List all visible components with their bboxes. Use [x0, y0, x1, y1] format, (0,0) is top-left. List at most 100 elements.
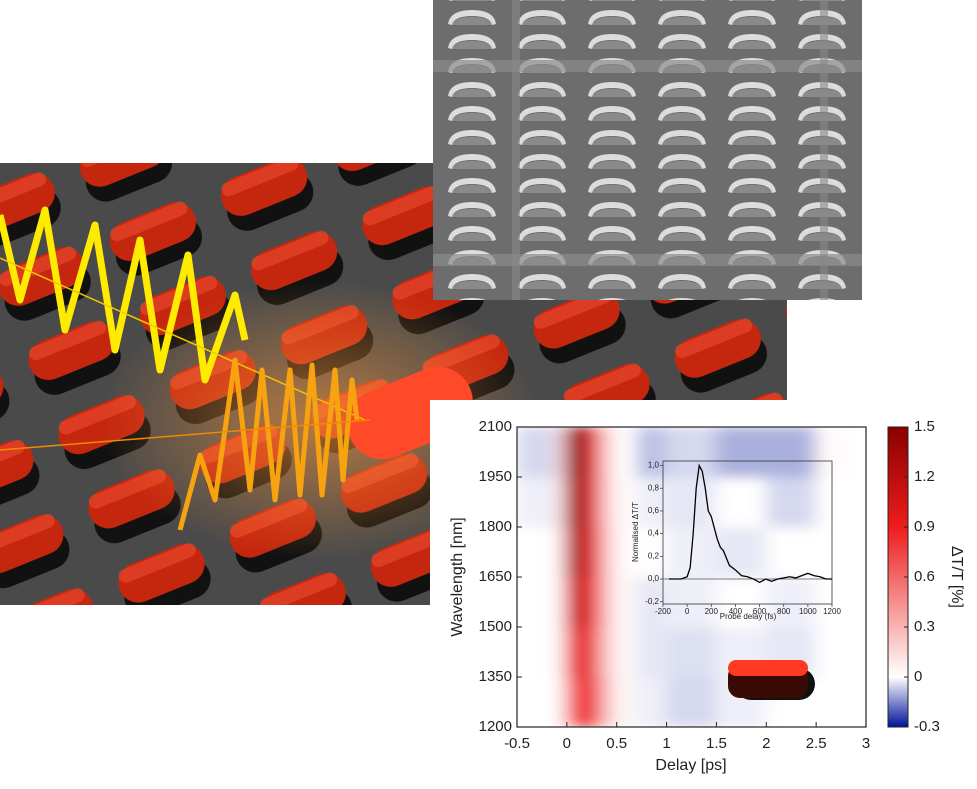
heat-cell: [606, 427, 618, 478]
heat-cell: [616, 676, 638, 727]
inset-y-tick-label: 0,6: [648, 506, 660, 515]
inset-x-tick-label: 1000: [799, 607, 817, 616]
heat-cell: [517, 576, 558, 628]
heat-cell: [586, 626, 598, 678]
y-tick-label: 1500: [479, 618, 512, 635]
heat-cell: [815, 626, 847, 678]
heat-cell: [765, 576, 817, 628]
inset-x-tick-label: 800: [777, 607, 791, 616]
heat-cell: [596, 526, 608, 578]
heat-cell: [636, 476, 668, 528]
heat-cell: [715, 427, 767, 478]
heat-cell: [586, 676, 598, 727]
heat-cell: [666, 576, 717, 628]
y-axis-label: Wavelength [nm]: [449, 517, 466, 636]
heat-cell: [517, 427, 558, 478]
heat-cell: [566, 626, 578, 678]
heat-cell: [616, 526, 638, 578]
heat-cell: [596, 676, 608, 727]
heat-cell: [586, 526, 598, 578]
heat-cell: [616, 626, 638, 678]
inset-x-tick-label: -200: [655, 607, 672, 616]
heat-cell: [517, 676, 558, 727]
inset-x-label: Probe delay (fs): [720, 612, 777, 621]
x-tick-label: 0.5: [606, 735, 627, 752]
heat-cell: [566, 476, 578, 528]
heat-cell: [606, 626, 618, 678]
x-tick-label: 1: [662, 735, 670, 752]
pill-icon: [728, 660, 815, 700]
x-tick-label: 3: [862, 735, 870, 752]
inset-y-tick-label: 0,4: [648, 529, 660, 538]
heat-cell: [576, 476, 588, 528]
heat-cell: [556, 427, 568, 478]
heat-cell: [517, 626, 558, 678]
inset-frame: [662, 460, 833, 605]
y-tick-label: 1200: [479, 718, 512, 735]
axes: -0.5 0 0.5 1 1.5 2 2.5 3 1200 1350 1500 1650 1800 195…: [479, 418, 940, 752]
colorbar-tick-label: -0.3: [914, 718, 940, 735]
heat-cell: [566, 427, 578, 478]
heat-cell: [576, 526, 588, 578]
heat-cell: [666, 476, 717, 528]
heat-cell: [715, 476, 767, 528]
colorbar-tick-label: 0.9: [914, 518, 935, 535]
inset-y-tick-label: 0,0: [648, 574, 660, 583]
inset-y-label: Normalised ΔT/T: [631, 502, 640, 562]
y-tick-label: 1350: [479, 668, 512, 685]
heat-cell: [616, 427, 638, 478]
heat-cell: [596, 427, 608, 478]
heat-cell: [517, 476, 558, 528]
heat-cell: [636, 626, 668, 678]
heat-cell: [566, 526, 578, 578]
x-tick-label: 2.5: [806, 735, 827, 752]
heat-cell: [576, 626, 588, 678]
colorbar-tick-label: 1.2: [914, 468, 935, 485]
heat-cell: [556, 626, 568, 678]
x-tick-label: 2: [762, 735, 770, 752]
inset-y-tick-label: -0,2: [645, 597, 659, 606]
heat-cell: [596, 576, 608, 628]
inset-line: [669, 463, 832, 584]
heat-cell: [815, 526, 847, 578]
heat-cell: [566, 576, 578, 628]
heat-cell: [606, 526, 618, 578]
heat-cell: [556, 526, 568, 578]
colorbar-tick-label: 0.3: [914, 618, 935, 635]
heat-cell: [596, 476, 608, 528]
heat-cell: [606, 576, 618, 628]
heat-cell: [616, 476, 638, 528]
heat-cell: [576, 427, 588, 478]
heatmap-cells: [517, 427, 847, 727]
heat-cell: [765, 476, 817, 528]
y-tick-label: 1800: [479, 518, 512, 535]
inset-x-tick-label: 400: [729, 607, 743, 616]
heat-cell: [586, 476, 598, 528]
x-tick-label: 0: [563, 735, 571, 752]
heat-cell: [596, 626, 608, 678]
colorbar-tick-label: 1.5: [914, 418, 935, 435]
heat-cell: [606, 676, 618, 727]
heat-cell: [606, 476, 618, 528]
y-tick-label: 1950: [479, 468, 512, 485]
heat-cell: [576, 576, 588, 628]
heat-cell: [666, 676, 717, 727]
heat-cell: [765, 526, 817, 578]
inset-x-tick-label: 600: [753, 607, 767, 616]
x-tick-label: -0.5: [504, 735, 530, 752]
y-tick-label: 2100: [479, 418, 512, 435]
heat-cell: [616, 576, 638, 628]
heat-cell: [815, 476, 847, 528]
heat-cell: [815, 427, 847, 478]
heat-cell: [715, 576, 767, 628]
heat-cell: [556, 576, 568, 628]
inset-y-tick-label: 0,2: [648, 551, 660, 560]
x-tick-label: 1.5: [706, 735, 727, 752]
heat-cell: [517, 526, 558, 578]
heat-cell: [666, 626, 717, 678]
heat-cell: [636, 526, 668, 578]
inset-y-tick-label: 1,0: [648, 461, 660, 470]
heat-cell: [666, 427, 717, 478]
colorbar-tick-label: 0: [914, 668, 922, 685]
heat-cell: [586, 576, 598, 628]
